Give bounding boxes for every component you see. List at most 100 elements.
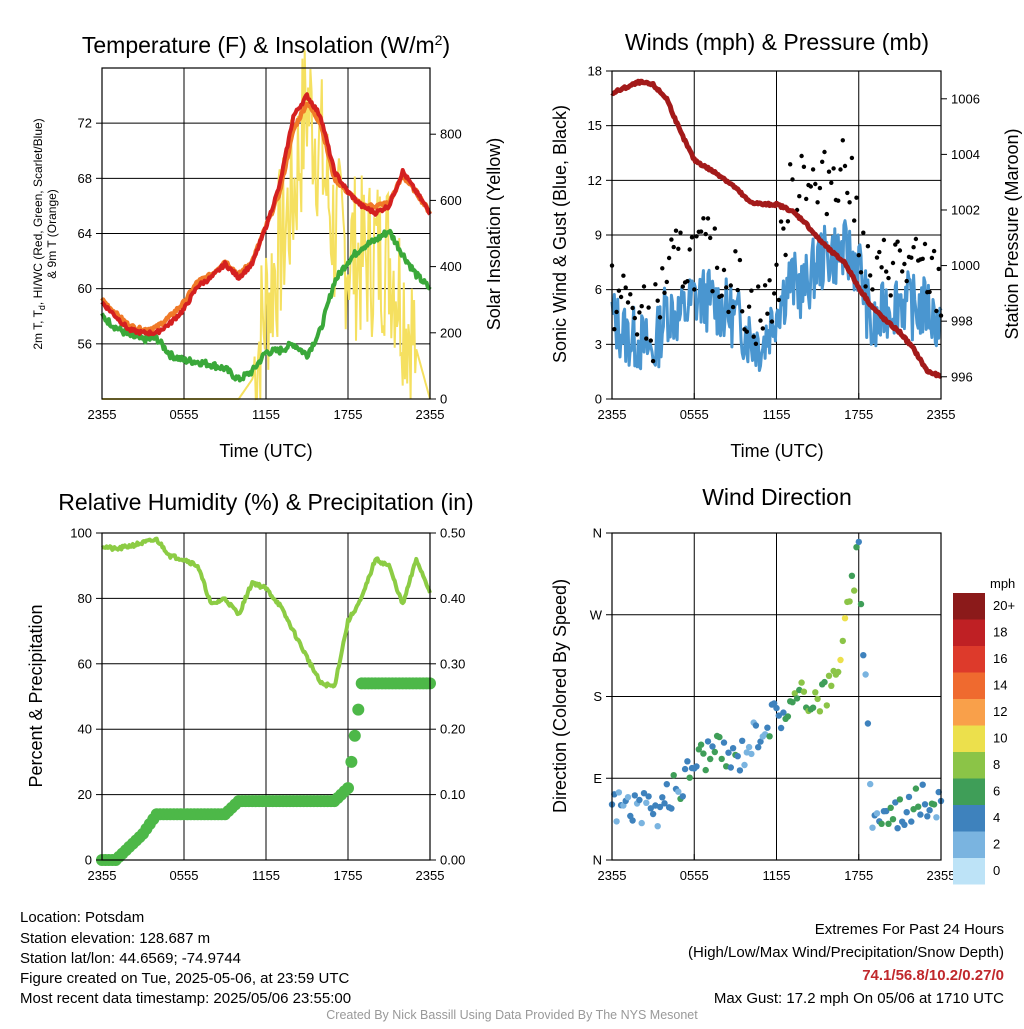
temperature-ylabel-1: 2m T, Td, HI/WC (Red, Green, Scarlet/Blu… xyxy=(31,118,47,349)
direction-point xyxy=(869,824,876,831)
direction-point xyxy=(921,801,929,808)
direction-point xyxy=(851,587,858,594)
direction-point xyxy=(636,796,643,804)
gust-point xyxy=(767,278,772,283)
direction-point xyxy=(924,813,931,820)
extremes-title: Extremes For Past 24 Hours xyxy=(815,921,1004,938)
temperature-y2-ticks: 0 200 400 600 800 xyxy=(430,127,462,407)
gust-point xyxy=(641,284,647,289)
precip-point xyxy=(345,755,358,768)
gust-point xyxy=(865,244,871,249)
direction-point xyxy=(894,825,901,832)
legend-swatch xyxy=(953,831,985,858)
info-created: Figure created on Tue, 2025-05-06, at 23… xyxy=(20,970,350,987)
gust-point xyxy=(922,241,928,247)
gust-point xyxy=(680,284,685,289)
gust-point xyxy=(804,196,809,202)
direction-point xyxy=(638,819,645,827)
direction-point xyxy=(615,789,623,796)
left-tick-label: W xyxy=(590,607,603,622)
gust-point xyxy=(760,326,765,331)
gust-point xyxy=(868,273,873,278)
gust-point xyxy=(888,293,893,298)
gust-point xyxy=(673,228,679,233)
direction-series xyxy=(608,538,945,832)
gust-point xyxy=(772,291,777,296)
extremes-subtitle: (High/Low/Max Wind/Precipitation/Snow De… xyxy=(688,944,1004,961)
gust-point xyxy=(646,305,651,310)
direction-point xyxy=(915,803,922,810)
gust-point xyxy=(614,309,619,315)
gust-point xyxy=(856,253,861,258)
humidity-y2-ticks: 0.00 0.10 0.20 0.30 0.40 0.50 xyxy=(430,526,465,868)
legend-swatch xyxy=(953,646,985,673)
humidity-ylabel: Percent & Precipitation xyxy=(26,604,46,787)
extremes-gust: Max Gust: 17.2 mph On 05/06 at 1710 UTC xyxy=(714,990,1004,1007)
legend-label: 18 xyxy=(993,625,1007,640)
legend-swatch xyxy=(953,752,985,779)
gust-point xyxy=(813,181,818,187)
gust-point xyxy=(637,310,642,315)
gust-point xyxy=(870,287,875,292)
gust-point xyxy=(692,287,697,292)
humidity-grid xyxy=(102,533,430,860)
direction-point xyxy=(729,745,737,752)
gust-point xyxy=(849,155,855,161)
dewpoint-line xyxy=(100,228,432,383)
gust-point xyxy=(810,167,816,172)
direction-point xyxy=(901,821,908,828)
info-recent: Most recent data timestamp: 2025/05/06 2… xyxy=(20,990,351,1007)
right-tick-label: 600 xyxy=(440,193,462,208)
gust-point xyxy=(881,237,887,243)
x-tick-label: 1155 xyxy=(763,868,791,883)
legend-label: 6 xyxy=(993,784,1000,799)
x-tick-label: 0555 xyxy=(680,868,709,883)
direction-point xyxy=(629,817,636,824)
direction-point xyxy=(823,702,830,709)
gust-point xyxy=(874,255,880,260)
direction-point xyxy=(686,774,693,781)
gust-point xyxy=(808,184,813,189)
right-tick-label: 0.00 xyxy=(440,853,465,868)
gust-point xyxy=(623,285,628,290)
left-tick-label: 12 xyxy=(588,173,602,188)
gust-point xyxy=(719,293,724,298)
direction-point xyxy=(777,724,785,732)
direction-point xyxy=(709,743,716,750)
left-tick-label: N xyxy=(593,853,602,868)
direction-point xyxy=(873,810,881,817)
gust-point xyxy=(714,265,720,270)
gust-point xyxy=(913,236,919,242)
direction-point xyxy=(821,678,828,686)
gust-point xyxy=(886,275,891,281)
gust-point xyxy=(689,235,695,240)
gust-point xyxy=(749,288,754,293)
direction-point xyxy=(828,682,835,689)
legend-label: 16 xyxy=(993,651,1007,666)
direction-y-ticks: N E S W N xyxy=(590,526,612,868)
gust-point xyxy=(831,166,836,171)
temperature-grid xyxy=(102,68,430,399)
gust-point xyxy=(879,265,884,270)
left-tick-label: 40 xyxy=(78,722,92,737)
right-tick-label: 1006 xyxy=(951,91,980,106)
speed-legend: mph 20+ 18 16 14 12 10 8 6 4 2 0 xyxy=(953,576,1015,885)
direction-point xyxy=(791,690,798,697)
gust-point xyxy=(920,256,925,261)
x-tick-label: 1755 xyxy=(844,868,873,883)
gust-point xyxy=(929,255,935,261)
gust-point xyxy=(776,297,781,303)
left-tick-label: E xyxy=(593,771,602,786)
direction-point xyxy=(734,753,741,760)
temperature-panel: Temperature (F) & Insolation (W/m2) 2355… xyxy=(31,32,504,461)
gust-point xyxy=(863,284,868,289)
temp-2m-line xyxy=(100,92,432,337)
gust-point xyxy=(671,244,676,250)
legend-label: 0 xyxy=(993,863,1000,878)
gust-point xyxy=(705,216,711,221)
direction-point xyxy=(613,818,620,825)
right-tick-label: 0.30 xyxy=(440,656,465,671)
direction-point xyxy=(624,794,632,801)
gust-point xyxy=(936,266,941,272)
legend-label: 8 xyxy=(993,757,1000,772)
